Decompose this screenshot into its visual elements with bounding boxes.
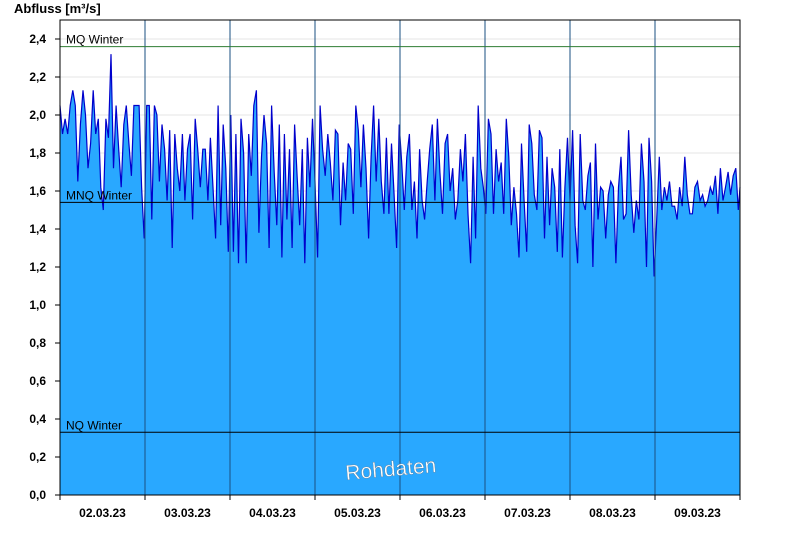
reference-label: NQ Winter bbox=[66, 418, 122, 432]
x-axis: 02.03.23 03.03.23 04.03.23 05.03.23 06.03.23… bbox=[59, 495, 741, 520]
reference-label: MNQ Winter bbox=[66, 188, 132, 202]
y-tick-label: 0,0 bbox=[29, 488, 46, 502]
x-tick-label: 09.03.23 bbox=[674, 506, 721, 520]
y-tick-label: 0,2 bbox=[29, 450, 46, 464]
y-axis: 0,0 0,2 0,4 0,6 0,8 1,0 1,2 1,4 1,6 1,8 2,0 2,2 2,4 bbox=[29, 32, 60, 502]
y-tick-label: 1,4 bbox=[29, 222, 46, 236]
x-tick-label: 03.03.23 bbox=[164, 506, 211, 520]
x-tick-label: 05.03.23 bbox=[334, 506, 381, 520]
x-tick-label: 08.03.23 bbox=[589, 506, 636, 520]
y-tick-label: 2,2 bbox=[29, 70, 46, 84]
x-tick-label: 04.03.23 bbox=[249, 506, 296, 520]
y-tick-label: 0,4 bbox=[29, 412, 46, 426]
x-tick-label: 02.03.23 bbox=[79, 506, 126, 520]
x-tick-label: 06.03.23 bbox=[419, 506, 466, 520]
y-tick-label: 2,4 bbox=[29, 32, 46, 46]
y-tick-label: 1,6 bbox=[29, 184, 46, 198]
y-tick-label: 0,8 bbox=[29, 336, 46, 350]
y-tick-label: 1,0 bbox=[29, 298, 46, 312]
y-tick-label: 1,2 bbox=[29, 260, 46, 274]
y-tick-label: 0,6 bbox=[29, 374, 46, 388]
y-tick-label: 1,8 bbox=[29, 146, 46, 160]
y-axis-title: Abfluss [m³/s] bbox=[14, 1, 101, 16]
y-tick-label: 2,0 bbox=[29, 108, 46, 122]
reference-label: MQ Winter bbox=[66, 33, 123, 47]
x-tick-label: 07.03.23 bbox=[504, 506, 551, 520]
